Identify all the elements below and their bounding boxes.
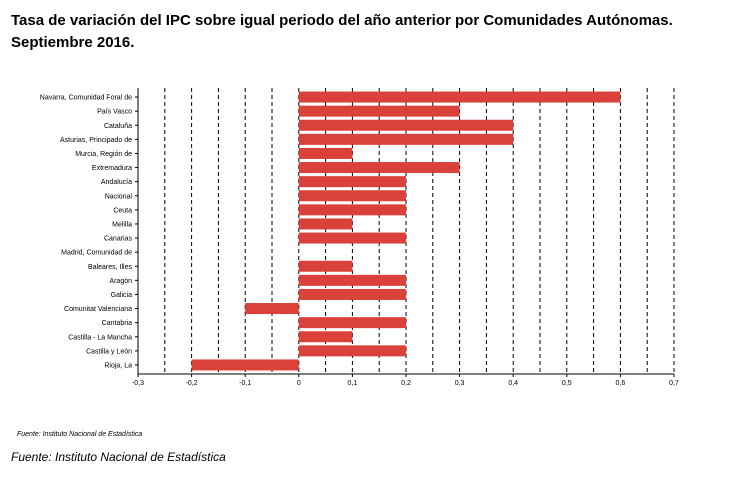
bar [191,359,299,371]
bar [298,147,353,159]
bar [298,176,406,188]
chart-title: Tasa de variación del IPC sobre igual pe… [11,10,726,54]
bar [298,218,353,230]
chart-title-line1: Tasa de variación del IPC sobre igual pe… [11,12,673,29]
category-label: Aragón [109,278,132,285]
category-label: Melilla [112,221,132,228]
bar [298,190,406,202]
category-label: Rioja, La [104,362,132,369]
category-label: Asturias, Principado de [60,137,132,144]
x-tick-label: 0,6 [616,380,626,387]
category-label: País Vasco [97,109,132,116]
x-tick-label: 0,7 [669,380,679,387]
bar [298,317,406,329]
chart-title-line2: Septiembre 2016. [11,34,135,51]
category-label: Madrid, Comunidad de [61,250,132,257]
x-tick-label: 0,1 [348,380,358,387]
category-label: Comunitat Valenciana [64,306,132,313]
bar [298,119,514,131]
bar-chart: Navarra, Comunidad Foral de País Vasco Cat… [40,88,679,387]
category-label: Galicia [111,292,133,299]
bar [298,133,514,145]
bar [298,260,353,272]
category-label: Navarra, Comunidad Foral de [40,95,132,102]
bar [298,288,406,300]
x-tick-label: 0 [297,380,301,387]
category-label: Extremadura [92,165,132,172]
x-tick-label: -0,1 [239,380,251,387]
x-tick-label: 0,4 [508,380,518,387]
category-label: Murcia, Región de [75,151,132,158]
x-tick-label: -0,3 [132,380,144,387]
x-tick-label: 0,3 [455,380,465,387]
category-label: Ceuta [113,207,132,214]
category-label: Castilla y León [86,348,132,355]
category-label: Cantabria [102,320,132,327]
bar [298,331,353,343]
bar [298,91,621,103]
category-label: Andalucía [101,179,132,186]
chart-source-note: Fuente: Instituto Nacional de Estadístic… [17,431,143,438]
page-source-note: Fuente: Instituto Nacional de Estadístic… [11,450,226,464]
x-tick-label: 0,5 [562,380,572,387]
bar [298,274,406,286]
x-tick-label: 0,2 [401,380,411,387]
category-label: Nacional [105,193,133,200]
x-tick-label: -0,2 [186,380,198,387]
category-label: Cataluña [104,123,132,130]
bar [298,105,460,117]
bar [298,204,406,216]
category-label: Baleares, Illes [88,264,132,271]
bar [298,345,406,357]
category-label: Canarias [104,236,133,243]
category-label: Castilla - La Mancha [68,334,132,341]
bar [298,162,460,174]
bar [245,303,299,315]
bar [298,232,406,244]
